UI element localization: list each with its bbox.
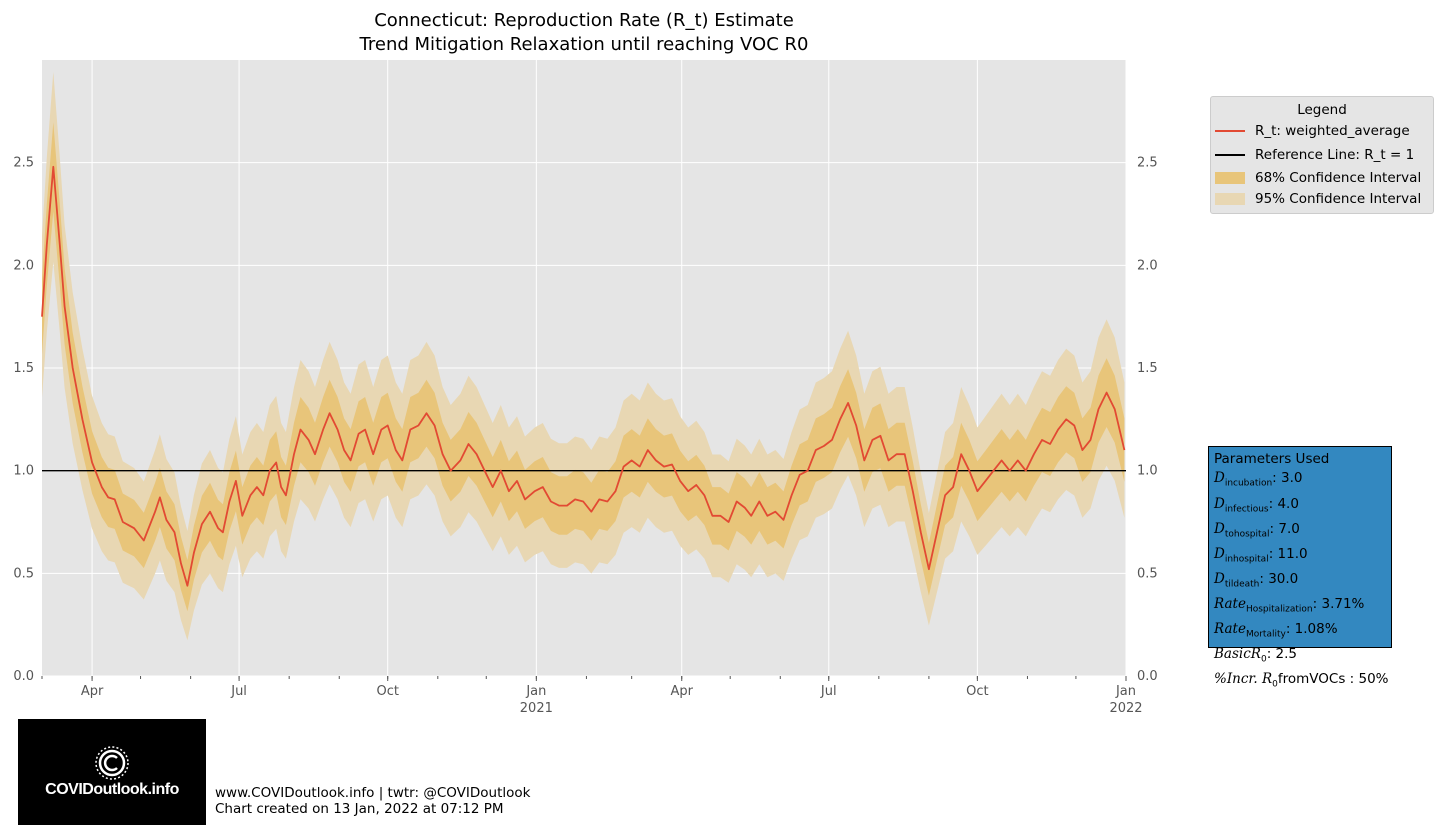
parameter-subscript: 0 [1272, 679, 1278, 690]
y-tick-label-left: 0.0 [13, 669, 34, 684]
x-tick-label: Jan [1115, 684, 1136, 699]
parameter-subscript: Mortality [1245, 629, 1286, 640]
parameters-box: Parameters Used Dincubation: 3.0 Dinfecti… [1208, 446, 1392, 690]
parameter-row: Dtildeath: 30.0 [1214, 570, 1386, 595]
x-tick-label: Jan [525, 684, 546, 699]
parameter-row: RateHospitalization: 3.71% [1214, 595, 1386, 620]
legend-item-ci95: 95% Confidence Interval [1215, 189, 1421, 209]
legend-label: R_t: weighted_average [1255, 123, 1410, 139]
parameter-name: %Incr. R [1214, 671, 1273, 688]
y-tick-label-left: 1.5 [13, 361, 34, 376]
parameters-title: Parameters Used [1214, 451, 1330, 467]
y-tick-label-left: 2.5 [13, 156, 34, 171]
y-tick-label-left: 0.5 [13, 566, 34, 581]
chart-title: Connecticut: Reproduction Rate (R_t) Est… [42, 10, 1126, 31]
legend-patch-swatch [1215, 172, 1245, 184]
parameter-subscript: incubation [1224, 479, 1273, 490]
legend-line-swatch [1215, 125, 1245, 137]
x-tick-label: Oct [966, 684, 988, 699]
parameter-value: : 2.5 [1266, 646, 1297, 663]
parameter-name: D [1214, 545, 1225, 562]
series-group [41, 165, 1126, 587]
legend-label: 95% Confidence Interval [1255, 191, 1422, 207]
parameter-name: Rate [1214, 595, 1246, 612]
footer: www.COVIDoutlook.info | twtr: @COVIDoutl… [215, 785, 530, 817]
parameter-subscript: infectious [1224, 504, 1269, 515]
parameter-subscript: inhospital [1224, 554, 1269, 565]
legend-swatch-line [1215, 130, 1245, 132]
parameter-name: D [1214, 470, 1225, 487]
parameter-subscript: 0 [1260, 654, 1267, 665]
x-tick-label: Oct [376, 684, 398, 699]
parameters-list: Dincubation: 3.0 Dinfectious: 4.0 Dtohospi… [1214, 469, 1389, 695]
ci95-band [42, 71, 1125, 641]
parameter-value: : 3.0 [1272, 470, 1303, 487]
parameter-value: : 1.08% [1285, 620, 1338, 637]
parameter-subscript: tohospital [1224, 529, 1270, 540]
virus-c-icon [95, 746, 129, 780]
x-tick-label: Apr [81, 684, 104, 699]
y-tick-label-right: 2.5 [1137, 156, 1158, 171]
ci68-band [42, 122, 1125, 612]
legend-swatch-line [1215, 154, 1245, 156]
legend-line-swatch [1215, 149, 1245, 161]
x-tick-label: Jul [230, 684, 247, 699]
legend-label: Reference Line: R_t = 1 [1255, 147, 1415, 163]
y-tick-label-left: 1.0 [13, 464, 34, 479]
parameter-name: Rate [1214, 620, 1246, 637]
legend-item-ci68: 68% Confidence Interval [1215, 168, 1421, 188]
parameter-name: D [1214, 570, 1225, 587]
confidence-bands [42, 71, 1125, 641]
x-tick-label: Jul [820, 684, 837, 699]
parameter-row: Dincubation: 3.0 [1214, 469, 1386, 494]
parameter-row: Dinhospital: 11.0 [1214, 545, 1386, 570]
logo-text: COVIDoutlook.info [45, 781, 179, 798]
parameter-row: BasicR0: 2.5 [1214, 645, 1386, 670]
parameter-row: Dinfectious: 4.0 [1214, 495, 1386, 520]
chart-title-text: Connecticut: Reproduction Rate (R_t) Est… [374, 10, 794, 31]
x-tick-label: 2021 [520, 701, 553, 716]
x-tick-label: Apr [670, 684, 693, 699]
y-tick-label-right: 0.5 [1137, 566, 1158, 581]
legend-label: 68% Confidence Interval [1255, 170, 1422, 186]
legend-title: Legend [1297, 102, 1347, 118]
parameter-value: : 3.71% [1312, 595, 1365, 612]
parameter-value: : 7.0 [1269, 520, 1300, 537]
parameter-value: : 11.0 [1268, 545, 1308, 562]
parameter-subscript: Hospitalization [1245, 604, 1313, 615]
chart-subtitle: Trend Mitigation Relaxation until reachi… [42, 34, 1126, 55]
rt-series-line [41, 165, 1126, 587]
legend-item-rt: R_t: weighted_average [1215, 121, 1410, 141]
legend-patch-swatch [1215, 193, 1245, 205]
chart-subtitle-text: Trend Mitigation Relaxation until reachi… [359, 34, 809, 55]
parameter-name: BasicR [1214, 646, 1261, 663]
parameter-row: RateMortality: 1.08% [1214, 620, 1386, 645]
logo: COVIDoutlook.info [18, 719, 206, 825]
y-tick-label-left: 2.0 [13, 258, 34, 273]
tick-labels: 0.0 0.0 0.5 0.5 1.0 1.0 1.5 1.5 2.0 2.0 2.5 2.5 Apr J… [13, 156, 1157, 716]
parameter-value: : 4.0 [1268, 495, 1299, 512]
parameter-value: fromVOCs : 50% [1277, 671, 1389, 688]
parameter-name: D [1214, 495, 1225, 512]
parameter-name: D [1214, 520, 1225, 537]
y-tick-label-right: 0.0 [1137, 669, 1158, 684]
footer-created: Chart created on 13 Jan, 2022 at 07:12 P… [215, 801, 504, 817]
legend: Legend R_t: weighted_average Reference L… [1210, 96, 1434, 214]
footer-website: www.COVIDoutlook.info | twtr: @COVIDoutl… [215, 785, 531, 801]
y-tick-label-right: 1.0 [1137, 464, 1158, 479]
parameter-row: %Incr. R0fromVOCs : 50% [1214, 670, 1389, 695]
y-tick-label-right: 1.5 [1137, 361, 1158, 376]
parameter-value: : 30.0 [1259, 570, 1299, 587]
parameter-row: Dtohospital: 7.0 [1214, 520, 1386, 545]
parameter-subscript: tildeath [1224, 579, 1260, 590]
x-tick-label: 2022 [1109, 701, 1142, 716]
legend-item-reference: Reference Line: R_t = 1 [1215, 145, 1414, 165]
y-tick-label-right: 2.0 [1137, 258, 1158, 273]
